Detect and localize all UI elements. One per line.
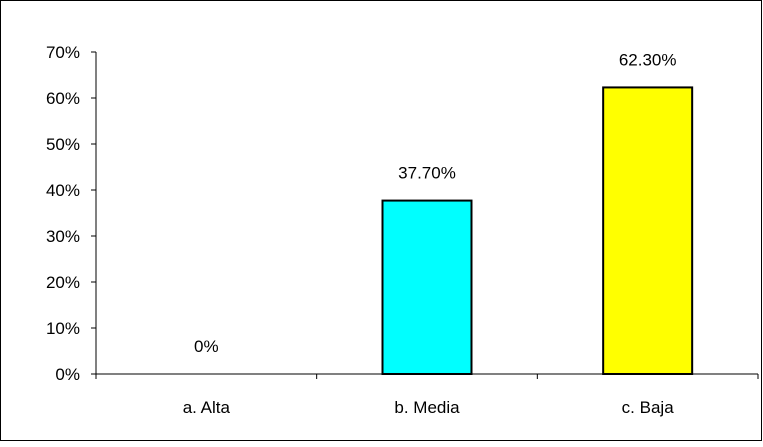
y-axis: 0% 10% 20% 30% 40% 50% 60% 70%: [46, 43, 97, 384]
y-tick-label: 50%: [46, 135, 80, 154]
data-label: 62.30%: [619, 50, 677, 69]
x-tick-label: a. Alta: [183, 398, 231, 417]
x-tick-label: b. Media: [394, 398, 460, 417]
y-tick-label: 0%: [55, 365, 80, 384]
y-tick-label: 70%: [46, 43, 80, 62]
y-tick-label: 30%: [46, 227, 80, 246]
y-tick-label: 10%: [46, 319, 80, 338]
data-label: 37.70%: [398, 164, 456, 183]
data-label: 0%: [194, 337, 219, 356]
x-tick-label: c. Baja: [622, 398, 675, 417]
bars: [381, 86, 694, 375]
y-tick-label: 20%: [46, 273, 80, 292]
y-tick-label: 40%: [46, 181, 80, 200]
bar: [602, 86, 694, 375]
bar: [381, 199, 473, 375]
data-labels: 0% 37.70% 62.30%: [194, 50, 676, 356]
y-tick-label: 60%: [46, 89, 80, 108]
